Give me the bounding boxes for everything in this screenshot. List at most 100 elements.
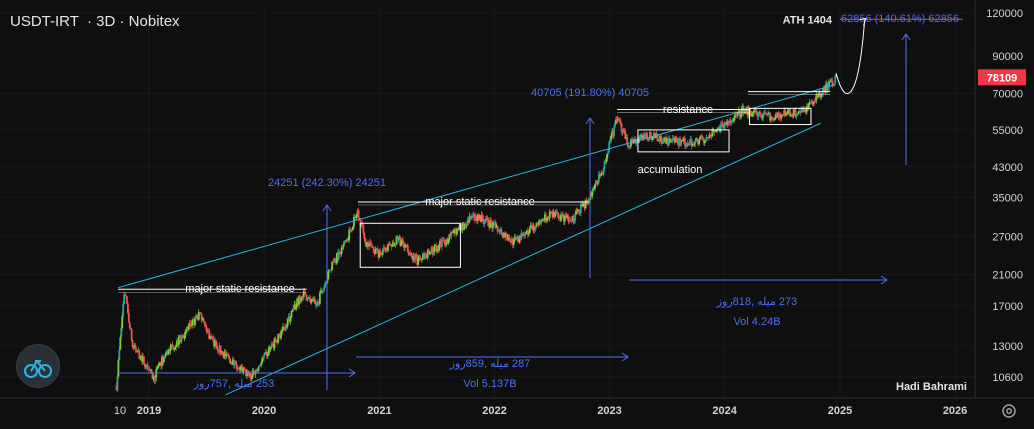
y-tick-label: 90000	[992, 51, 1023, 63]
candle-body	[271, 343, 274, 345]
candle-body	[778, 114, 781, 119]
candle-body	[203, 321, 206, 325]
candle-body	[283, 326, 286, 331]
candle-body	[478, 215, 481, 220]
candle-body	[295, 306, 298, 310]
candle-body	[145, 364, 148, 368]
candle-body	[746, 108, 749, 116]
candle-body	[665, 137, 667, 144]
candle-body	[676, 138, 679, 143]
candle-body	[639, 136, 642, 139]
measure-arrow-2025-head	[901, 33, 911, 41]
symbol-title[interactable]: USDT-IRT · 3D · Nobitex	[10, 13, 180, 30]
candle-body	[177, 340, 179, 345]
candle-body	[452, 231, 455, 234]
candle-body	[491, 223, 493, 229]
candle-body	[444, 244, 447, 246]
candle-body	[344, 241, 347, 243]
candle-body	[364, 238, 367, 243]
candle-body	[719, 124, 722, 133]
candle-body	[194, 318, 196, 325]
candle-body	[730, 122, 733, 124]
candle-body	[542, 219, 544, 221]
candle-body	[762, 113, 765, 118]
ath-label: ATH 1404	[783, 14, 833, 26]
candle-body	[722, 127, 725, 129]
candle-body	[579, 204, 582, 214]
candle-body	[185, 328, 188, 332]
candle-body	[603, 161, 606, 169]
candle-body	[296, 298, 299, 307]
candle-body	[666, 138, 669, 146]
candle-body	[713, 130, 716, 132]
candle-body	[617, 118, 620, 120]
candle-body	[360, 223, 363, 225]
y-tick-label: 55000	[992, 125, 1023, 137]
candle-body	[435, 245, 438, 251]
candle-body	[410, 252, 413, 258]
candle-body	[761, 117, 764, 119]
candle-body	[231, 359, 234, 365]
candle-body	[706, 137, 709, 138]
candle-body	[487, 218, 490, 227]
candle-body	[281, 330, 283, 332]
candle-body	[800, 107, 803, 113]
candle-body	[760, 114, 763, 118]
candle-body	[382, 247, 385, 253]
candle-body	[310, 300, 313, 303]
candle-body	[378, 251, 381, 258]
candle-body	[540, 220, 543, 224]
candle-body	[625, 137, 628, 139]
candle-body	[810, 101, 813, 103]
candle-body	[313, 299, 316, 301]
candle-body	[286, 318, 289, 326]
candle-body	[494, 221, 497, 228]
candle-body	[777, 112, 780, 119]
candle-body	[768, 112, 770, 114]
candle-body	[371, 246, 374, 248]
candle-body	[210, 335, 213, 338]
candle-body	[546, 217, 549, 219]
candle-body	[488, 226, 491, 228]
candle-body	[275, 340, 278, 343]
candle-body	[644, 134, 647, 139]
candle-body	[808, 101, 811, 104]
candle-body	[562, 214, 564, 216]
candle-body	[418, 256, 421, 258]
candle-body	[432, 252, 435, 255]
candle-body	[549, 211, 552, 213]
candle-body	[511, 238, 514, 245]
y-tick-label: 10600	[992, 372, 1023, 384]
candle-body	[269, 346, 272, 350]
candle-body	[823, 87, 826, 93]
candle-body	[127, 312, 130, 323]
candle-body	[422, 253, 424, 259]
candle-body	[483, 222, 486, 224]
candle-body	[182, 335, 185, 339]
candle-body	[356, 209, 359, 215]
consolidation-box-2021	[359, 222, 461, 268]
candle-body	[387, 244, 389, 251]
candle-body	[370, 241, 372, 247]
candle-body	[179, 340, 182, 342]
candle-body	[407, 251, 410, 256]
candle-body	[140, 355, 143, 360]
candle-body	[431, 247, 434, 255]
candle-body	[678, 138, 681, 146]
candle-body	[682, 140, 684, 142]
candle-body	[461, 222, 464, 231]
candle-body	[802, 108, 805, 113]
candle-body	[770, 117, 772, 121]
candle-body	[597, 173, 600, 182]
candle-body	[328, 270, 331, 272]
candle-body	[422, 253, 425, 259]
candle-body	[375, 248, 378, 250]
measure-label-2023: 40705 (191.80%) 40705	[531, 87, 649, 99]
candle-body	[490, 220, 492, 224]
candle-body	[311, 299, 314, 301]
candle-body	[475, 216, 478, 222]
candle-body	[700, 135, 702, 138]
gear-icon[interactable]	[1000, 402, 1018, 420]
